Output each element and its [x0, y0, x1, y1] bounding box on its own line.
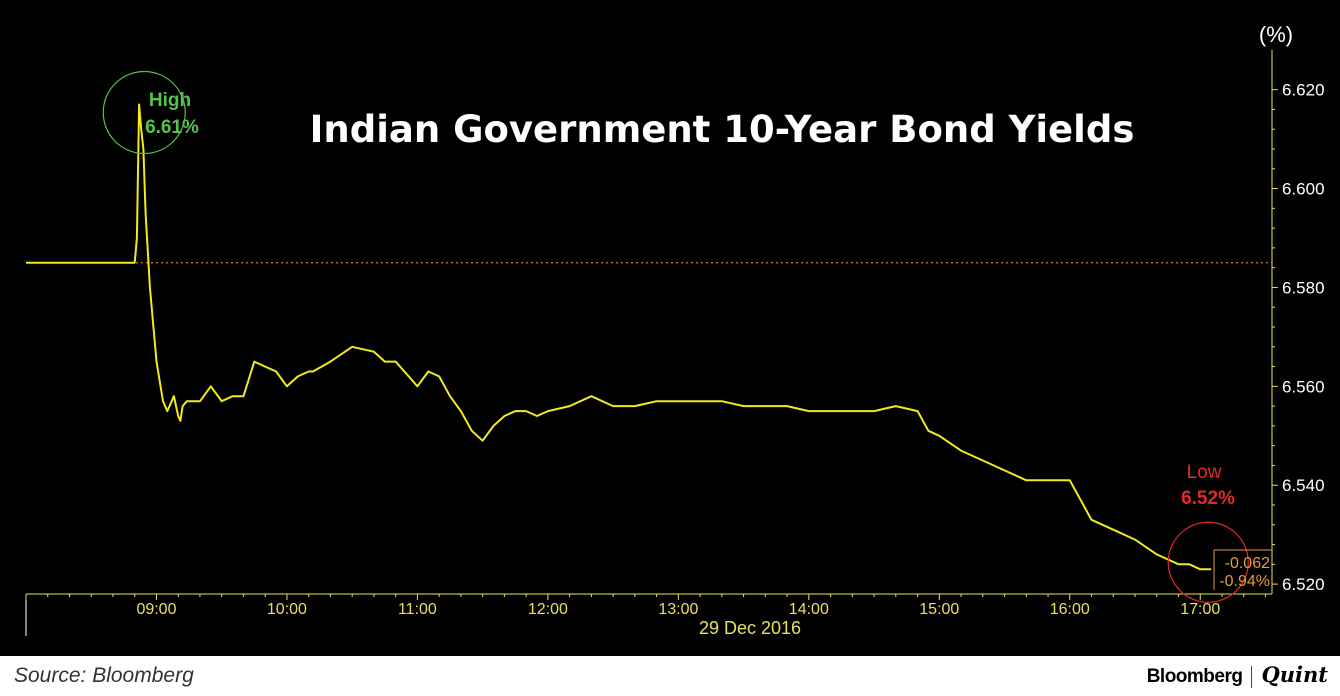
- change-absolute: -0.062: [1225, 555, 1270, 572]
- x-tick-label: 11:00: [398, 601, 437, 618]
- y-tick-label: 6.620: [1282, 81, 1325, 100]
- low-marker-circle: [1167, 521, 1249, 603]
- source-note: Source: Bloomberg: [14, 664, 194, 687]
- x-tick-label: 10:00: [267, 601, 307, 618]
- y-tick-label: 6.580: [1282, 278, 1325, 297]
- series-line: [26, 103, 1212, 571]
- change-percent: -0.94%: [1219, 573, 1270, 590]
- x-tick-label: 13:00: [658, 601, 698, 618]
- brand-primary: Bloomberg: [1146, 666, 1243, 687]
- change-box: -0.062 -0.94%: [1213, 549, 1272, 590]
- y-tick-label: 6.520: [1282, 575, 1325, 594]
- brand-secondary: Quint: [1261, 662, 1328, 687]
- chart-title: Indian Government 10-Year Bond Yields: [310, 108, 1135, 151]
- x-tick-label: 14:00: [789, 601, 829, 618]
- high-label: High: [149, 90, 191, 111]
- y-axis-label: (%): [1259, 22, 1293, 47]
- brand-logo: Bloomberg Quint: [1147, 662, 1328, 688]
- footer-bar: Source: Bloomberg Bloomberg Quint: [0, 656, 1340, 696]
- y-tick-label: 6.540: [1282, 476, 1325, 495]
- x-axis-label: 29 Dec 2016: [699, 618, 801, 638]
- x-tick-label: 09:00: [136, 601, 176, 618]
- brand-separator: [1251, 665, 1253, 688]
- bond-yield-chart: 09:00 10:00 11:00 12:00 13:00 14:00 15:00 16:00…: [25, 22, 1325, 638]
- y-tick-label: 6.600: [1282, 180, 1325, 199]
- low-value: 6.52%: [1181, 488, 1235, 509]
- low-label: Low: [1187, 462, 1222, 483]
- x-tick-label: 16:00: [1050, 601, 1090, 618]
- x-tick-label: 15:00: [919, 601, 959, 618]
- high-value: 6.61%: [145, 117, 199, 138]
- high-marker-circle: [102, 70, 186, 155]
- x-tick-label: 17:00: [1180, 601, 1220, 618]
- y-tick-label: 6.560: [1282, 377, 1325, 396]
- x-tick-label: 12:00: [528, 601, 568, 618]
